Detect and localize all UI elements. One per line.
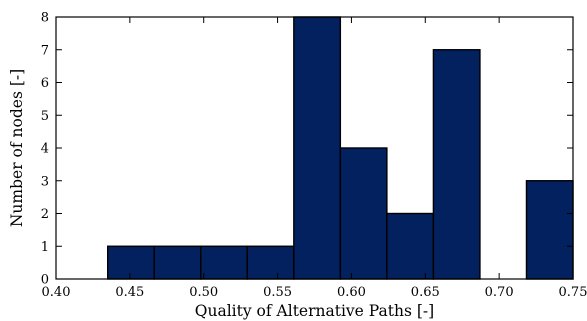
histogram-bar-7 — [387, 214, 434, 280]
histogram-bar-5 — [294, 17, 341, 279]
y-tick-label: 8 — [41, 11, 49, 26]
histogram-bar-10 — [526, 181, 573, 279]
x-tick-label: 0.70 — [485, 285, 514, 300]
y-tick-label: 6 — [41, 76, 49, 91]
y-tick-label: 1 — [41, 240, 49, 255]
histogram-bar-1 — [108, 246, 155, 279]
x-tick-label: 0.55 — [263, 285, 292, 300]
histogram-bar-2 — [154, 246, 201, 279]
x-axis-title: Quality of Alternative Paths [-] — [195, 302, 434, 320]
histogram-bar-6 — [340, 148, 387, 279]
y-tick-label: 2 — [41, 207, 49, 222]
y-tick-label: 7 — [41, 43, 49, 58]
x-tick-label: 0.60 — [337, 285, 366, 300]
x-tick-label: 0.50 — [189, 285, 218, 300]
x-tick-label: 0.65 — [411, 285, 440, 300]
y-tick-label: 0 — [41, 273, 49, 288]
y-tick-label: 4 — [41, 142, 49, 157]
y-tick-label: 3 — [41, 174, 49, 189]
histogram-bar-3 — [201, 246, 248, 279]
histogram-bar-4 — [247, 246, 294, 279]
bars-group — [108, 17, 573, 279]
x-tick-label: 0.75 — [559, 285, 587, 300]
x-tick-label: 0.45 — [115, 285, 144, 300]
y-axis-title: Number of nodes [-] — [8, 69, 26, 227]
y-tick-label: 5 — [41, 109, 49, 124]
histogram-bar-8 — [433, 50, 480, 279]
